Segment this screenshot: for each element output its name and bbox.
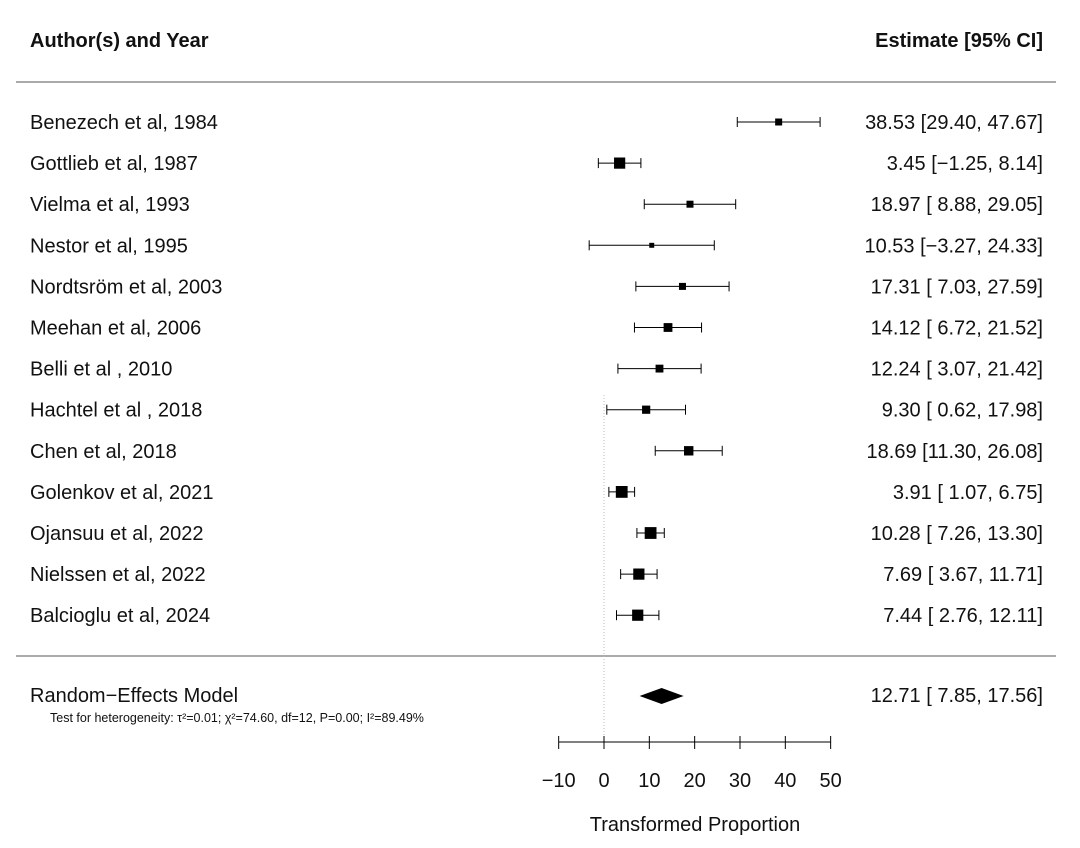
x-tick-label: 50 [820,770,842,792]
x-tick-label: 20 [684,770,706,792]
study-2-point [614,157,626,169]
study-4-ci-text: 10.53 [−3.27, 24.33] [865,235,1044,257]
study-12-ci-text: 7.69 [ 3.67, 11.71] [883,564,1043,586]
study-10-point [615,486,628,498]
study-5-point [678,282,686,290]
study-9-ci-text: 18.69 [11.30, 26.08] [867,441,1043,463]
study-5-label: Nordtsröm et al, 2003 [30,276,222,298]
summary-ci-text: 12.71 [ 7.85, 17.56] [871,685,1043,707]
x-axis: −10 0 10 20 30 40 50 [542,736,842,792]
study-10-ci-text: 3.91 [ 1.07, 6.75] [893,482,1043,504]
study-rows: Benezech et al, 1984 38.53 [29.40, 47.67]… [30,112,1043,627]
header-right-label: Estimate [95% CI] [875,30,1043,52]
study-3-label: Vielma et al, 1993 [30,194,190,216]
study-2-label: Gottlieb et al, 1987 [30,153,198,175]
study-12-label: Nielssen et al, 2022 [30,564,206,586]
study-1-point [775,118,783,126]
x-axis-label: Transformed Proportion [590,814,800,836]
study-2-ci-text: 3.45 [−1.25, 8.14] [887,153,1043,175]
study-3-point [686,200,694,208]
study-8-ci-text: 9.30 [ 0.62, 17.98] [882,400,1043,422]
header-left-label: Author(s) and Year [30,30,209,52]
study-13-ci-text: 7.44 [ 2.76, 12.11] [883,605,1043,627]
study-6-label: Meehan et al, 2006 [30,318,201,340]
x-tick-label: 30 [729,770,751,792]
study-7-point [655,364,664,373]
study-13-point [632,609,644,621]
study-4-label: Nestor et al, 1995 [30,235,188,257]
study-6-point [663,323,673,332]
study-1-label: Benezech et al, 1984 [30,112,218,134]
study-7-label: Belli et al , 2010 [30,359,172,381]
study-3-ci-text: 18.97 [ 8.88, 29.05] [871,194,1043,216]
study-9-point [684,446,694,456]
study-4-point [649,242,655,248]
study-10-label: Golenkov et al, 2021 [30,482,213,504]
x-tick-label: 40 [774,770,796,792]
x-tick-label: 10 [638,770,660,792]
summary-diamond [639,688,684,704]
x-tick-label: 0 [598,770,609,792]
study-6-ci-text: 14.12 [ 6.72, 21.52] [871,318,1043,340]
study-7-ci-text: 12.24 [ 3.07, 21.42] [871,359,1043,381]
heterogeneity-text: Test for heterogeneity: τ²=0.01; χ²=74.6… [50,711,424,725]
x-tick-label: −10 [542,770,576,792]
study-11-point [644,527,657,539]
study-5-ci-text: 17.31 [ 7.03, 27.59] [871,276,1043,298]
summary-label: Random−Effects Model [30,685,238,707]
study-9-label: Chen et al, 2018 [30,441,177,463]
study-12-point [633,568,645,580]
study-8-label: Hachtel et al , 2018 [30,400,202,422]
study-11-label: Ojansuu et al, 2022 [30,523,203,545]
study-11-ci-text: 10.28 [ 7.26, 13.30] [871,523,1043,545]
study-13-label: Balcioglu et al, 2024 [30,605,210,627]
study-8-point [642,405,651,414]
study-1-ci-text: 38.53 [29.40, 47.67] [865,112,1043,134]
